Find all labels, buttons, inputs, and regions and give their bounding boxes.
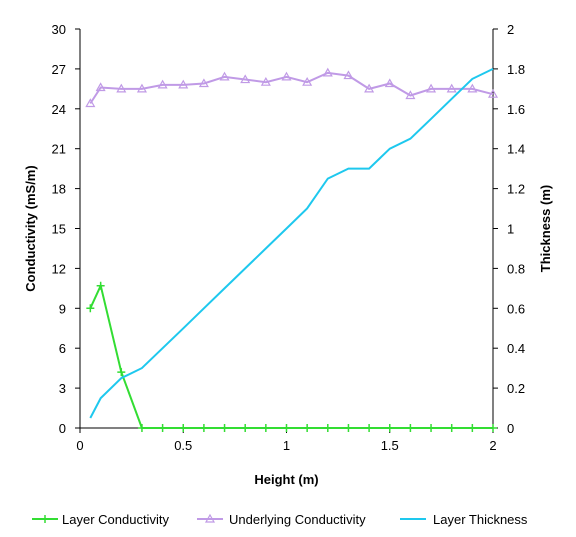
legend-item: Underlying Conductivity: [197, 512, 366, 527]
data-point: [86, 304, 95, 313]
data-point: [364, 83, 375, 93]
x-axis-title: Height (m): [254, 472, 318, 487]
data-point: [427, 424, 436, 432]
y-right-tick-label: 0.8: [507, 261, 525, 276]
y-right-tick-label: 0.2: [507, 381, 525, 396]
data-point: [117, 368, 126, 377]
data-point: [261, 424, 270, 432]
data-point: [467, 83, 478, 93]
data-point: [322, 67, 333, 77]
y-left-tick-label: 27: [52, 62, 66, 77]
data-point: [240, 74, 251, 84]
data-point: [136, 83, 147, 93]
data-point: [198, 78, 209, 88]
y-right-tick-label: 1.2: [507, 182, 525, 197]
y-left-tick-label: 9: [59, 301, 66, 316]
data-point: [260, 76, 271, 86]
y-left-tick-label: 0: [59, 421, 66, 436]
y-left-tick-label: 3: [59, 381, 66, 396]
y-right-tick-label: 1: [507, 222, 514, 237]
data-point: [344, 424, 353, 432]
y-right-tick-label: 0.6: [507, 301, 525, 316]
data-point: [178, 79, 189, 89]
series-underlying-conductivity: [85, 67, 499, 108]
legend-label: Layer Thickness: [433, 512, 528, 527]
data-point: [158, 424, 167, 432]
data-point: [219, 71, 230, 81]
data-point: [157, 79, 168, 89]
data-point: [487, 88, 499, 98]
data-point: [241, 424, 250, 432]
y-left-tick-label: 15: [52, 222, 66, 237]
legend-label: Underlying Conductivity: [229, 512, 366, 527]
data-point: [447, 424, 456, 432]
series-line: [89, 282, 493, 429]
data-point: [220, 424, 229, 432]
data-point: [95, 82, 106, 92]
data-point: [302, 76, 313, 86]
y-left-tick-label: 6: [59, 341, 66, 356]
y-left-tick-label: 21: [52, 142, 66, 157]
data-point: [446, 83, 457, 93]
data-point: [385, 424, 394, 432]
data-point: [281, 71, 292, 81]
x-tick-label: 1: [283, 438, 290, 453]
series-line: [89, 67, 494, 419]
data-point: [116, 83, 127, 93]
series-line: [89, 71, 494, 105]
data-point: [468, 424, 477, 432]
legend-item: Layer Thickness: [400, 512, 528, 527]
data-point: [405, 90, 416, 100]
y-left-tick-label: 12: [52, 261, 66, 276]
data-point: [406, 424, 415, 432]
y-right-tick-label: 1.6: [507, 102, 525, 117]
legend-marker: [204, 513, 216, 523]
data-point: [384, 78, 395, 88]
x-tick-label: 1.5: [381, 438, 399, 453]
legend: Layer Conductivity Underlying Conductivit…: [32, 512, 528, 527]
y-right-tick-label: 1.8: [507, 62, 525, 77]
legend-item: Layer Conductivity: [32, 512, 169, 527]
y-right-tick-label: 0.4: [507, 341, 525, 356]
data-point: [323, 424, 332, 432]
y-right-tick-label: 2: [507, 22, 514, 37]
series-layer: [85, 67, 499, 432]
data-point: [85, 98, 96, 108]
legend-marker: [41, 515, 49, 523]
series-layer-thickness: [89, 67, 494, 419]
x-tick-label: 2: [489, 438, 496, 453]
data-point: [137, 424, 146, 432]
legend-label: Layer Conductivity: [62, 512, 169, 527]
data-point: [426, 83, 437, 93]
data-point: [489, 424, 497, 432]
axes: 0 0.5 1 1.5 203691215182124273000.20.40.60.8…: [52, 22, 526, 453]
y-left-tick-label: 18: [52, 182, 66, 197]
data-point: [303, 424, 312, 432]
data-point: [343, 70, 354, 80]
y-right-tick-label: 1.4: [507, 142, 525, 157]
data-point: [96, 281, 105, 290]
y-right-tick-label: 0: [507, 421, 514, 436]
y-axis-left-title: Conductivity (mS/m): [23, 165, 38, 291]
y-axis-right-title: Thickness (m): [538, 185, 553, 272]
series-layer-conductivity: [86, 281, 497, 432]
y-left-tick-label: 30: [52, 22, 66, 37]
x-tick-label: 0.5: [174, 438, 192, 453]
data-point: [282, 424, 291, 432]
data-point: [365, 424, 374, 432]
y-left-tick-label: 24: [52, 102, 66, 117]
x-tick-label: 0: [76, 438, 83, 453]
data-point: [199, 424, 208, 432]
data-point: [179, 424, 188, 432]
